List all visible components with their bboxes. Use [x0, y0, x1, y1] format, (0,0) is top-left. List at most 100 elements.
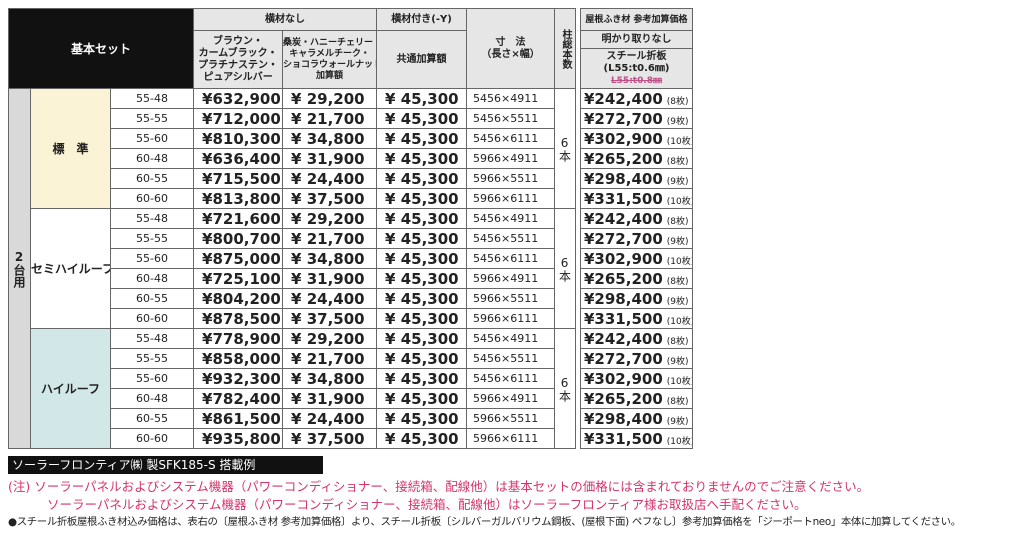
common-price: ¥ 45,300 — [376, 108, 468, 129]
row: 60-60 ¥813,800 ¥ 37,500 ¥ 45,300 5966×6111 — [9, 188, 576, 209]
add-price: ¥ 34,800 — [282, 128, 378, 149]
row: ¥242,400 (8枚) — [580, 328, 693, 349]
row: 60-60 ¥878,500 ¥ 37,500 ¥ 45,300 5966×6111 — [9, 308, 576, 329]
roof-title: 屋根ふき材 参考加算価格 — [580, 8, 693, 31]
unit-cell: 2台用 — [8, 88, 31, 449]
base-price: ¥632,900 — [193, 88, 284, 109]
roof-price-cell: ¥265,200 (8枚) — [580, 388, 693, 409]
posts-cell: 6本 — [554, 328, 577, 449]
header-line: 寸 法 — [495, 36, 526, 48]
row: ¥265,200 (8枚) — [580, 268, 693, 289]
roof-price-cell: ¥331,500 (10枚) — [580, 308, 693, 329]
roof-price: ¥302,900 — [584, 249, 663, 268]
header-no-bar: 横材なし — [193, 8, 378, 31]
common-price: ¥ 45,300 — [376, 268, 468, 289]
sheets: (10枚) — [666, 196, 693, 207]
add-price: ¥ 34,800 — [282, 368, 378, 389]
base-price: ¥932,300 — [193, 368, 284, 389]
roof-price-cell: ¥302,900 (10枚) — [580, 128, 693, 149]
roof-spec-cell: スチール折板 (L55:t0.6㎜) L55:t0.8㎜ — [580, 48, 693, 89]
header-basic-set: 基本セット — [7, 8, 195, 89]
roof-price-cell: ¥242,400 (8枚) — [580, 328, 693, 349]
base-price: ¥721,600 — [193, 208, 284, 229]
base-price: ¥782,400 — [193, 388, 284, 409]
roof-price-cell: ¥298,400 (9枚) — [580, 168, 693, 189]
common-price: ¥ 45,300 — [376, 148, 468, 169]
size: 55-60 — [109, 128, 195, 149]
row: ¥302,900 (10枚) — [580, 128, 693, 149]
add-price: ¥ 24,400 — [282, 408, 378, 429]
dimensions: 5966×4911 — [466, 268, 556, 289]
add-price: ¥ 21,700 — [282, 228, 378, 249]
header-line: 加算額 — [316, 70, 344, 81]
size: 60-55 — [109, 408, 195, 429]
base-price: ¥715,500 — [193, 168, 284, 189]
base-price: ¥712,000 — [193, 108, 284, 129]
posts: 6本 — [557, 375, 572, 402]
roof-table: 屋根ふき材 参考加算価格 明かり取りなし スチール折板 (L55:t0.6㎜) … — [580, 8, 693, 449]
add-price: ¥ 31,900 — [282, 268, 378, 289]
common-price: ¥ 45,300 — [376, 188, 468, 209]
common-price: ¥ 45,300 — [376, 328, 468, 349]
header-line: ショコラウォールナット — [283, 59, 377, 70]
roof-price-cell: ¥272,700 (9枚) — [580, 348, 693, 369]
sheets: (10枚) — [666, 376, 693, 387]
add-price: ¥ 31,900 — [282, 388, 378, 409]
row: ¥331,500 (10枚) — [580, 188, 693, 209]
base-price: ¥935,800 — [193, 428, 284, 449]
unit-label: 2台用 — [12, 249, 26, 288]
common-price: ¥ 45,300 — [376, 228, 468, 249]
row: ¥302,900 (10枚) — [580, 368, 693, 389]
size: 60-60 — [109, 308, 195, 329]
dimensions: 5456×4911 — [466, 88, 556, 109]
dimensions: 5966×5511 — [466, 408, 556, 429]
header-line: カームブラック・ — [198, 47, 278, 59]
common-price: ¥ 45,300 — [376, 408, 468, 429]
base-price: ¥878,500 — [193, 308, 284, 329]
size: 55-48 — [109, 328, 195, 349]
row: 55-55 ¥858,000 ¥ 21,700 ¥ 45,300 5456×5511 — [9, 348, 576, 369]
sheets: (10枚) — [666, 436, 693, 447]
dimensions: 5966×6111 — [466, 308, 556, 329]
sheets: (8枚) — [666, 156, 689, 167]
posts: 6本 — [557, 255, 572, 282]
sheets: (10枚) — [666, 256, 693, 267]
common-price: ¥ 45,300 — [376, 248, 468, 269]
row: 60-60 ¥935,800 ¥ 37,500 ¥ 45,300 5966×6111 — [9, 428, 576, 449]
common-price: ¥ 45,300 — [376, 128, 468, 149]
roof-price-cell: ¥272,700 (9枚) — [580, 108, 693, 129]
size: 60-48 — [109, 268, 195, 289]
common-price: ¥ 45,300 — [376, 168, 468, 189]
roof-price-cell: ¥331,500 (10枚) — [580, 428, 693, 449]
row: ¥242,400 (8枚) — [580, 88, 693, 109]
dimensions: 5456×4911 — [466, 208, 556, 229]
roof-price: ¥298,400 — [584, 409, 663, 428]
sheets: (9枚) — [666, 416, 689, 427]
row: ¥272,700 (9枚) — [580, 348, 693, 369]
roof-price-cell: ¥298,400 (9枚) — [580, 288, 693, 309]
header-posts: 柱総本数 — [554, 8, 577, 89]
roof-price-cell: ¥242,400 (8枚) — [580, 88, 693, 109]
roof-price: ¥272,700 — [584, 349, 663, 368]
base-price: ¥636,400 — [193, 148, 284, 169]
size: 55-48 — [109, 208, 195, 229]
common-price: ¥ 45,300 — [376, 368, 468, 389]
add-price: ¥ 24,400 — [282, 168, 378, 189]
roof-price: ¥331,500 — [584, 429, 663, 448]
header-posts-text: 柱総本数 — [560, 28, 572, 69]
add-price: ¥ 24,400 — [282, 288, 378, 309]
dimensions: 5966×6111 — [466, 188, 556, 209]
dimensions: 5456×5511 — [466, 348, 556, 369]
roof-price: ¥242,400 — [584, 89, 663, 108]
roof-price: ¥242,400 — [584, 209, 663, 228]
note: ソーラーパネルおよびシステム機器（パワーコンディショナー、接続箱、配線他）はソー… — [47, 497, 807, 512]
add-price: ¥ 21,700 — [282, 348, 378, 369]
roof-price: ¥265,200 — [584, 149, 663, 168]
row: 60-55 ¥715,500 ¥ 24,400 ¥ 45,300 5966×5511 — [9, 168, 576, 189]
common-price: ¥ 45,300 — [376, 208, 468, 229]
roof-price: ¥331,500 — [584, 189, 663, 208]
row: ¥331,500 (10枚) — [580, 308, 693, 329]
row: 55-60 ¥932,300 ¥ 34,800 ¥ 45,300 5456×6111 — [9, 368, 576, 389]
base-price: ¥813,800 — [193, 188, 284, 209]
